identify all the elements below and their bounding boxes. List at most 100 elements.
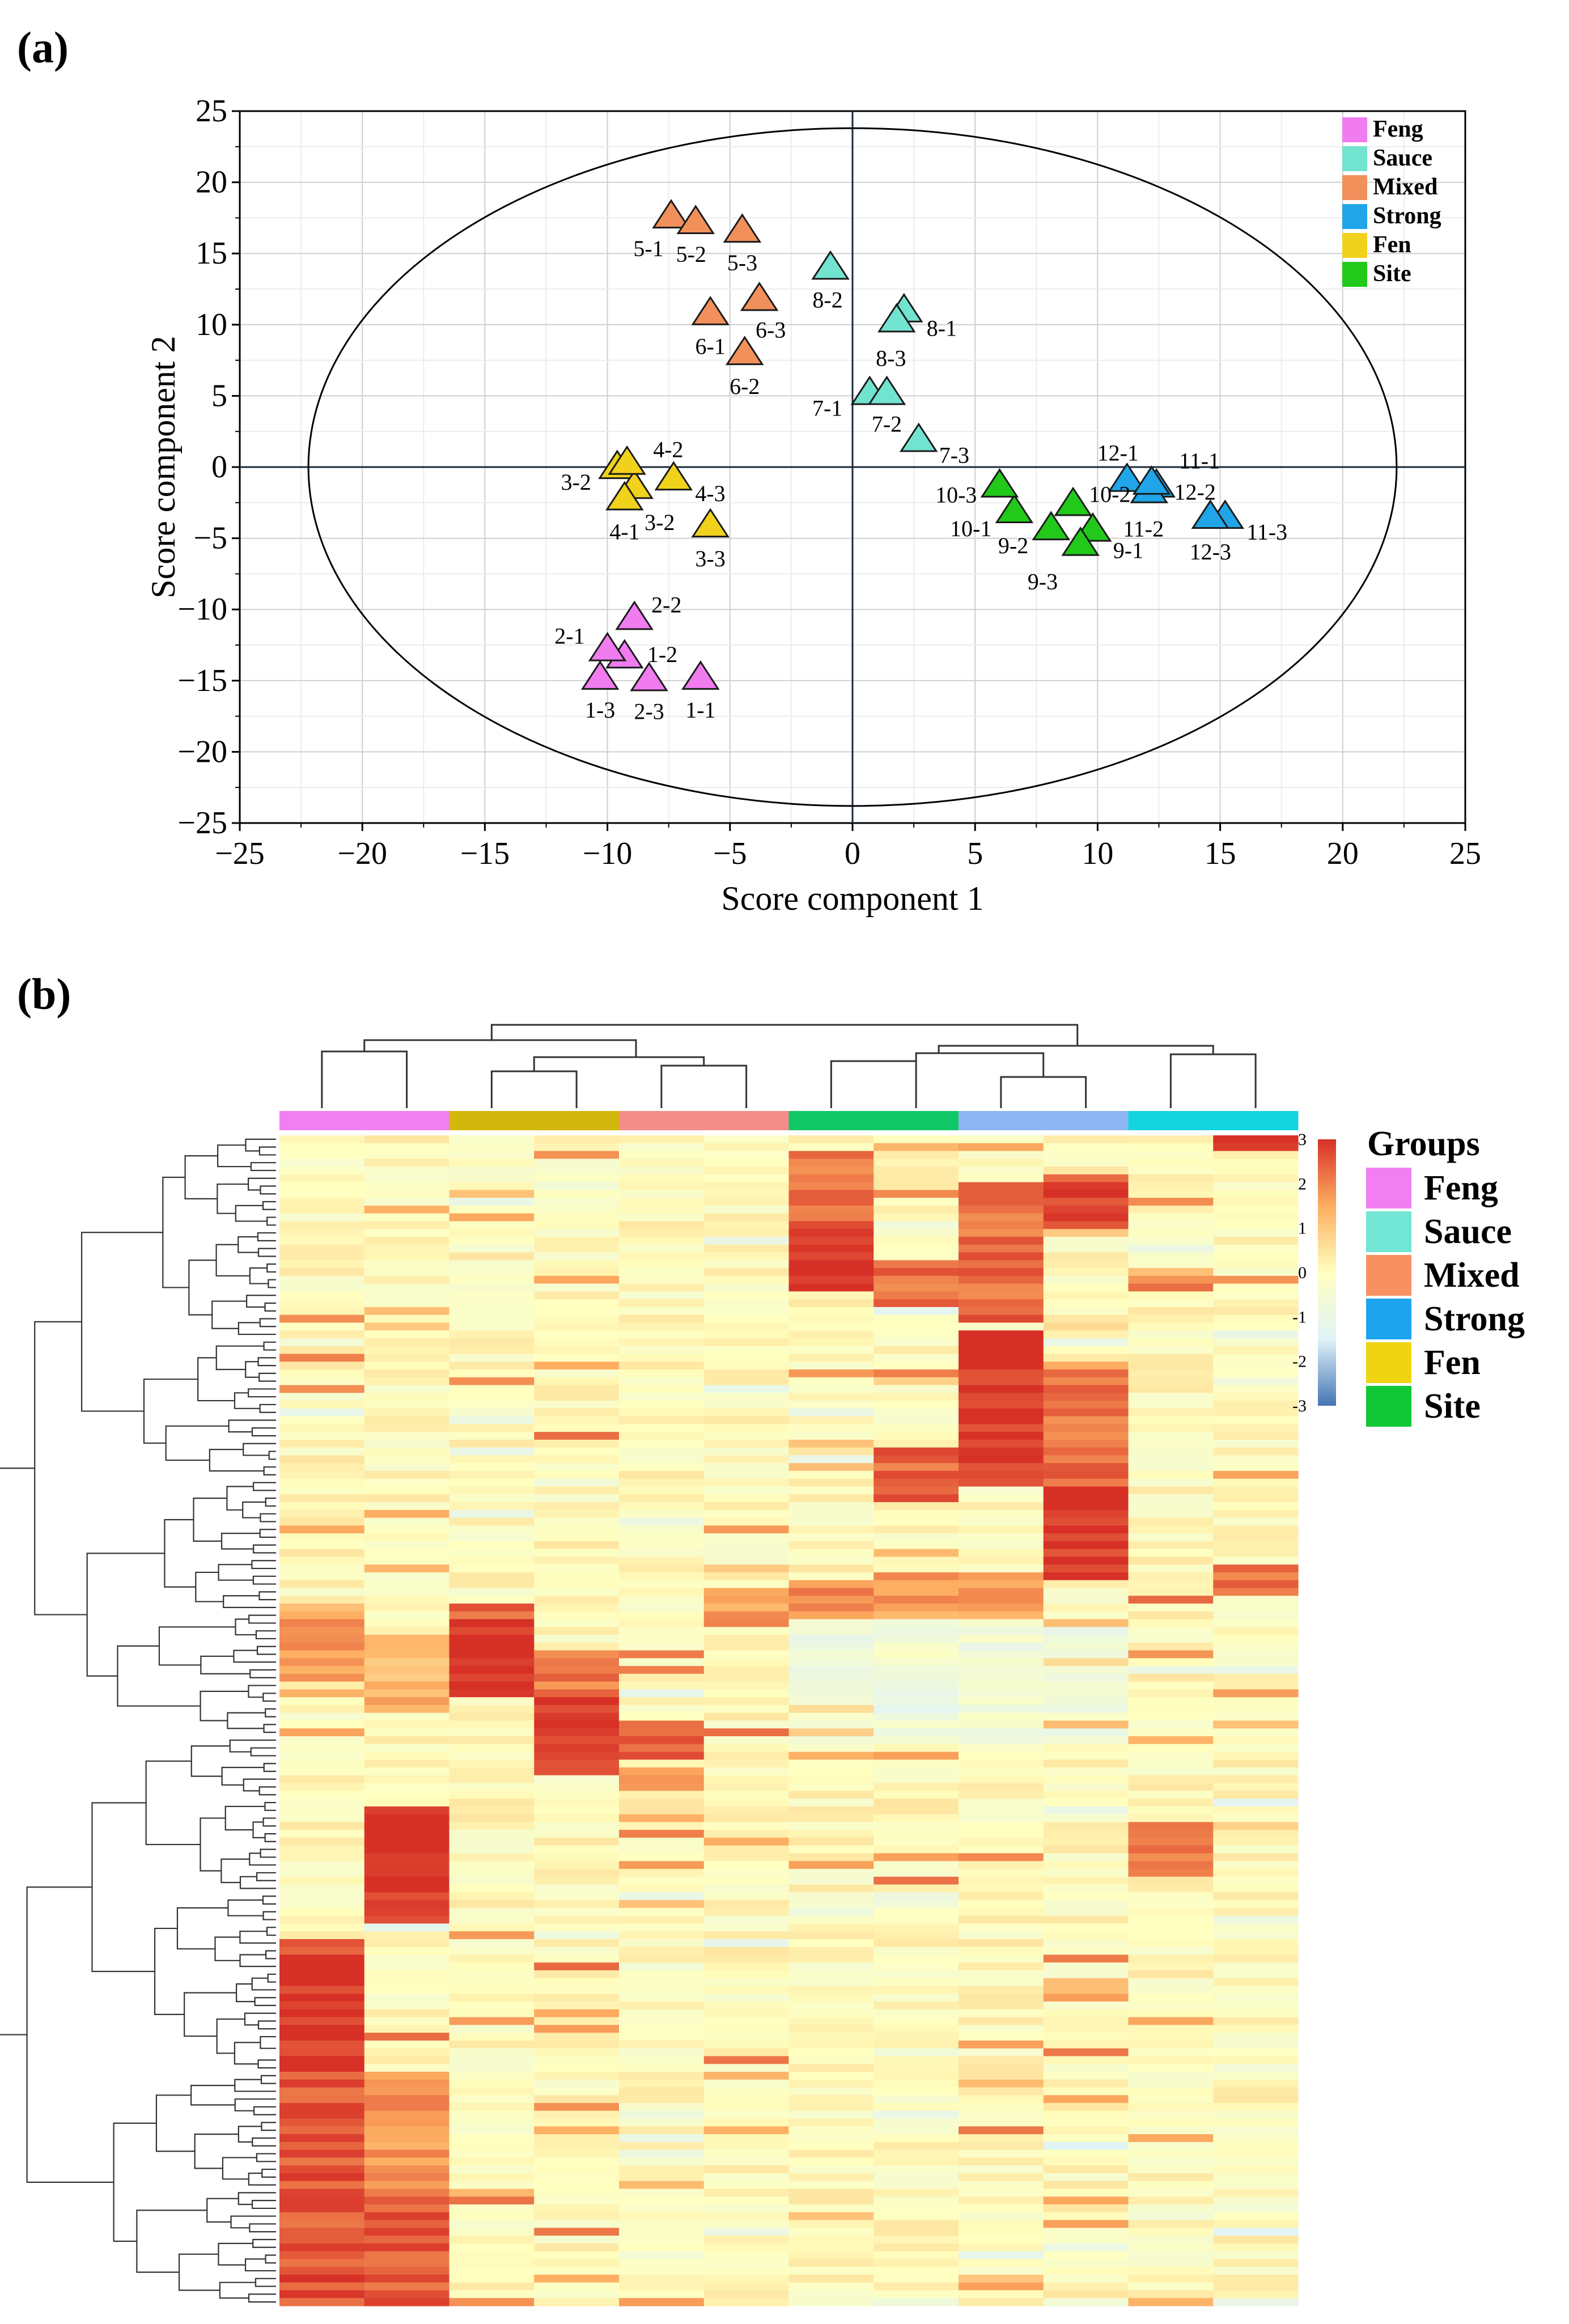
heatmap-cell: [959, 2064, 1044, 2072]
legend-label: Feng: [1373, 116, 1423, 142]
heatmap-cell: [788, 1845, 874, 1854]
heatmap-cell: [703, 2196, 790, 2205]
row-dendrogram-branch: [229, 1739, 276, 1753]
heatmap-cell: [703, 2243, 790, 2252]
heatmap-cell: [1043, 1198, 1129, 1206]
heatmap-cell: [1043, 1432, 1129, 1440]
heatmap-cell: [788, 1900, 874, 1909]
heatmap-cell: [703, 1330, 790, 1339]
heatmap-cell: [534, 1244, 620, 1253]
heatmap-cell: [959, 1704, 1044, 1714]
row-dendrogram-branch: [265, 1708, 276, 1717]
heatmap-cell: [279, 1299, 365, 1308]
heatmap-cell: [1128, 1213, 1214, 1222]
x-tick-label: 15: [1205, 836, 1236, 871]
heatmap-cell: [364, 2228, 450, 2236]
heatmap-cell: [449, 1486, 535, 1495]
heatmap-cell: [364, 2126, 450, 2135]
heatmap-cell: [873, 2251, 959, 2259]
heatmap-cell: [1043, 1650, 1129, 1659]
heatmap-cell: [873, 1830, 959, 1838]
heatmap-cell: [1128, 1439, 1214, 1448]
heatmap-cell: [788, 1923, 874, 1932]
heatmap-cell: [279, 1962, 365, 1971]
heatmap-cell: [619, 2048, 705, 2057]
row-dendrogram-branch: [249, 1669, 276, 1678]
column-group-bar-segment: [449, 1111, 620, 1130]
heatmap-cell: [788, 1252, 874, 1261]
heatmap-cell: [959, 1549, 1044, 1557]
heatmap-cell: [788, 1986, 874, 1994]
heatmap-cell: [1128, 2267, 1214, 2275]
heatmap-cell: [1128, 1221, 1214, 1229]
heatmap-cell: [703, 1689, 790, 1698]
point-fen: [608, 445, 646, 475]
heatmap-cell: [1043, 1502, 1129, 1511]
heatmap-cell: [619, 1720, 705, 1729]
heatmap-cell: [619, 1447, 705, 1456]
heatmap-cell: [364, 1791, 450, 1799]
heatmap-cell: [873, 2079, 959, 2088]
heatmap-cell: [873, 2040, 959, 2049]
heatmap-cell: [873, 1182, 959, 1190]
heatmap-cell: [534, 1385, 620, 1393]
heatmap-cell: [619, 1775, 705, 1784]
heatmap-cell: [1213, 1557, 1299, 1565]
heatmap-cell: [1043, 2282, 1129, 2291]
heatmap-cell: [364, 2134, 450, 2143]
heatmap-cell: [279, 2274, 365, 2283]
heatmap-cell: [279, 2126, 365, 2135]
heatmap-cell: [959, 2141, 1044, 2151]
heatmap-cell: [449, 2110, 535, 2119]
heatmap-cell: [534, 2274, 620, 2283]
heatmap-cell: [873, 1167, 959, 1175]
heatmap-cell: [703, 2165, 790, 2174]
heatmap-cell: [873, 1416, 959, 1424]
heatmap-cell: [703, 1845, 790, 1854]
heatmap-cell: [279, 1307, 365, 1316]
heatmap-cell: [534, 1861, 620, 1869]
heatmap-cell: [1213, 1619, 1299, 1627]
heatmap-cell: [364, 1244, 450, 1253]
heatmap-cell: [364, 1205, 450, 1214]
column-dendrogram-branch: [1000, 1076, 1087, 1108]
heatmap-cell: [534, 1291, 620, 1300]
y-tick-label: −15: [177, 663, 227, 698]
row-dendrogram-branch: [233, 1649, 276, 1663]
heatmap-cell: [1128, 1642, 1214, 1651]
heatmap-cell: [279, 1876, 365, 1885]
heatmap-cell: [873, 1478, 959, 1487]
point-label: 2-3: [634, 698, 664, 724]
heatmap-cell: [788, 2103, 874, 2111]
heatmap-cell: [1128, 2196, 1214, 2205]
heatmap-cell: [364, 1775, 450, 1784]
heatmap-cell: [364, 1470, 450, 1479]
row-dendrogram-branch: [227, 1899, 264, 1916]
legend-swatch: [1342, 262, 1367, 287]
heatmap-cell: [364, 1580, 450, 1589]
heatmap-cell: [534, 2048, 620, 2057]
heatmap-cell: [788, 1838, 874, 1846]
heatmap-cell: [788, 1907, 874, 1916]
heatmap-cell: [534, 2267, 620, 2275]
heatmap-cell: [534, 2009, 620, 2018]
heatmap-cell: [1213, 1221, 1299, 1229]
heatmap-cell: [1213, 1806, 1299, 1815]
heatmap-cell: [1128, 1814, 1214, 1823]
row-dendrogram-branch: [252, 1821, 265, 1839]
x-tick-label: −15: [460, 836, 510, 871]
heatmap-cell: [1213, 1502, 1299, 1511]
heatmap-cell: [788, 1970, 874, 1979]
heatmap-cell: [534, 1229, 620, 1237]
heatmap-cell: [959, 1923, 1044, 1932]
heatmap-cell: [279, 1907, 365, 1916]
heatmap-cell: [873, 1946, 959, 1956]
heatmap-cell: [364, 1799, 450, 1807]
heatmap-cell: [364, 2157, 450, 2166]
row-dendrogram-branch: [256, 2153, 276, 2162]
heatmap-cell: [449, 1236, 535, 1245]
heatmap-cell: [1043, 1525, 1129, 1534]
heatmap-cell: [1213, 1799, 1299, 1807]
heatmap-cell: [788, 1260, 874, 1269]
